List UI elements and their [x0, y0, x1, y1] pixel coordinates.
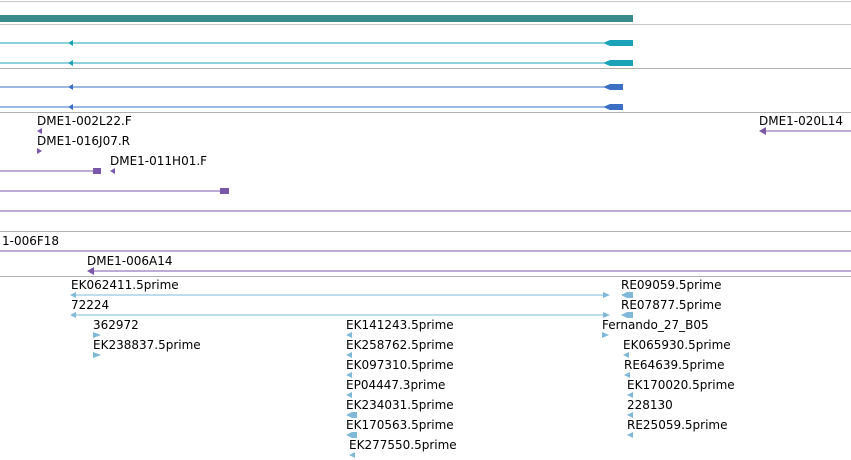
transcript-teal-1[interactable] — [0, 40, 633, 46]
clone-label-006a14[interactable]: DME1-006A14 — [87, 254, 173, 268]
clone-label-002l22[interactable]: DME1-002L22.F — [37, 114, 132, 128]
est-glyph-ek141243[interactable] — [346, 332, 352, 338]
clone-label-011h01[interactable]: DME1-011H01.F — [110, 154, 208, 168]
clone-glyph-016j07[interactable] — [37, 148, 42, 154]
est-label-re25059[interactable]: RE25059.5prime — [627, 418, 728, 432]
est-label-72224[interactable]: 72224 — [71, 298, 110, 312]
clone-label-016j07[interactable]: DME1-016J07.R — [37, 134, 131, 148]
transcript-blue-2[interactable] — [0, 104, 623, 110]
clone-glyph-011h01[interactable] — [110, 168, 115, 174]
est-label-ek258762[interactable]: EK258762.5prime — [346, 338, 454, 352]
est-glyph-re25059[interactable] — [627, 432, 633, 438]
est-label-ek141243[interactable]: EK141243.5prime — [346, 318, 454, 332]
transcript-blue-1[interactable] — [0, 84, 623, 90]
est-glyph-fernando27[interactable] — [602, 332, 609, 338]
clone-020l14[interactable] — [759, 127, 851, 135]
est-glyph-ek170563[interactable] — [346, 432, 357, 438]
est-label-ek277550[interactable]: EK277550.5prime — [349, 438, 457, 452]
est-label-fernando27[interactable]: Fernando_27_B05 — [602, 318, 709, 332]
clone-006a14[interactable] — [87, 267, 851, 275]
gene-span[interactable] — [0, 15, 633, 22]
est-glyph-ek097310[interactable] — [346, 372, 352, 378]
est-label-re09059[interactable]: RE09059.5prime — [621, 278, 722, 292]
clone-glyph-002l22[interactable] — [37, 128, 42, 134]
clone-label-020l14[interactable]: DME1-020L14 — [759, 114, 843, 128]
est-label-ek234031[interactable]: EK234031.5prime — [346, 398, 454, 412]
est-label-ek170563[interactable]: EK170563.5prime — [346, 418, 454, 432]
est-ek062411[interactable] — [70, 292, 610, 298]
est-label-ek170020[interactable]: EK170020.5prime — [627, 378, 735, 392]
est-glyph-ek258762[interactable] — [346, 352, 352, 358]
est-label-ek097310[interactable]: EK097310.5prime — [346, 358, 454, 372]
est-label-362972[interactable]: 362972 — [93, 318, 139, 332]
est-72224[interactable] — [70, 312, 610, 318]
est-label-228130[interactable]: 228130 — [627, 398, 673, 412]
est-label-ep04447[interactable]: EP04447.3prime — [346, 378, 446, 392]
est-glyph-re64639[interactable] — [624, 372, 630, 378]
est-glyph-ek238837[interactable] — [93, 352, 101, 358]
est-glyph-ek277550[interactable] — [349, 452, 355, 458]
est-label-ek062411[interactable]: EK062411.5prime — [71, 278, 179, 292]
est-label-re64639[interactable]: RE64639.5prime — [624, 358, 725, 372]
est-glyph-ek234031[interactable] — [346, 412, 357, 418]
est-glyph-ek170020[interactable] — [627, 392, 633, 398]
clone-span-a[interactable] — [0, 168, 101, 174]
est-label-ek065930[interactable]: EK065930.5prime — [623, 338, 731, 352]
transcript-teal-2[interactable] — [0, 60, 633, 66]
est-label-re07877[interactable]: RE07877.5prime — [621, 298, 722, 312]
est-glyph-re07877[interactable] — [621, 312, 633, 318]
est-glyph-ep04447[interactable] — [346, 392, 352, 398]
est-glyph-228130[interactable] — [627, 412, 633, 418]
clone-span-b[interactable] — [0, 188, 229, 194]
clone-label-006f18[interactable]: 1-006F18 — [2, 234, 60, 248]
est-label-ek238837[interactable]: EK238837.5prime — [93, 338, 201, 352]
est-glyph-362972[interactable] — [93, 332, 101, 338]
est-glyph-re09059[interactable] — [621, 292, 633, 298]
est-glyph-ek065930[interactable] — [623, 352, 629, 358]
